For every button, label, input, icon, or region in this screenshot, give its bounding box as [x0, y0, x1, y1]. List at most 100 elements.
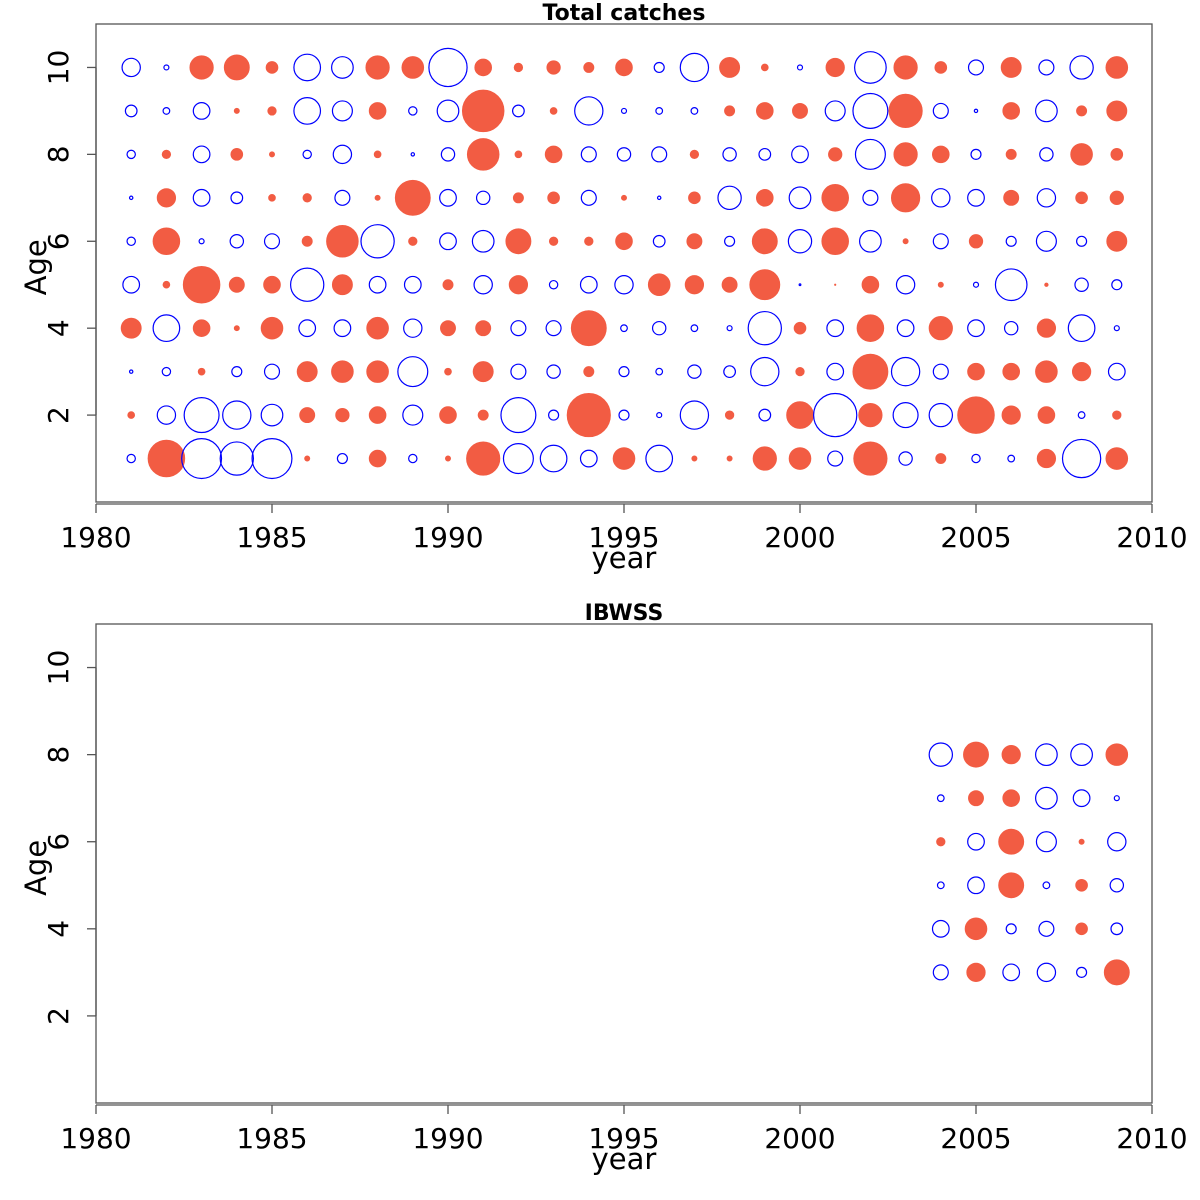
bubble-positive	[937, 281, 944, 288]
bubble-positive	[893, 55, 918, 80]
bubble-negative	[192, 145, 211, 164]
bubble-negative	[655, 367, 664, 376]
x-tick-label: 1980	[60, 521, 131, 554]
bubble-negative	[932, 964, 949, 981]
bubble-negative	[655, 106, 664, 115]
bubble-negative	[126, 236, 136, 247]
bubble-negative	[854, 51, 887, 84]
bubble-positive	[1075, 191, 1088, 205]
bubble-negative	[1003, 320, 1019, 336]
bubble-negative	[403, 318, 423, 338]
bubble-negative	[1113, 325, 1120, 332]
bubble-positive	[189, 55, 214, 80]
bubble-positive	[152, 227, 181, 256]
bubble-positive	[513, 62, 524, 73]
bubble-positive	[401, 56, 425, 79]
bubble-negative	[1005, 923, 1017, 935]
bubble-negative	[652, 234, 666, 248]
bubble-positive	[724, 410, 735, 420]
bubble-positive	[265, 61, 279, 74]
x-axis-label: year	[592, 1142, 657, 1176]
bubble-positive	[1078, 838, 1085, 845]
bubble-negative	[1110, 922, 1124, 936]
bubble-positive	[1076, 105, 1088, 117]
bubble-negative	[1111, 279, 1123, 291]
bubble-negative	[574, 96, 604, 126]
bubble-negative	[854, 138, 886, 170]
y-tick-label: 10	[42, 50, 75, 86]
bubble-positive	[856, 314, 885, 342]
bubble-positive	[1037, 406, 1056, 424]
bubble-positive	[1105, 447, 1129, 470]
bubble-positive	[466, 441, 501, 476]
bubble-positive	[466, 138, 500, 171]
bubble-positive	[792, 102, 808, 119]
bubble-negative	[614, 274, 634, 295]
bubble-positive	[756, 102, 774, 120]
bubble-positive	[689, 149, 700, 160]
x-tick-label: 2005	[940, 521, 1011, 554]
bubble-positive	[230, 148, 244, 161]
bubble-positive	[583, 61, 595, 73]
y-tick-label: 8	[42, 746, 75, 764]
bubble-positive	[928, 316, 953, 341]
bubble-negative	[510, 363, 527, 380]
bubble-negative	[1036, 188, 1057, 208]
y-axis-label: Age	[19, 840, 53, 896]
bubble-negative	[1074, 277, 1089, 292]
bubble-negative	[1109, 878, 1125, 893]
bubble-positive	[968, 234, 984, 249]
bubble-negative	[1067, 314, 1096, 343]
bubble-positive	[615, 58, 633, 77]
bubble-negative	[722, 147, 737, 162]
bubble-positive	[368, 406, 387, 424]
bubble-positive	[858, 402, 883, 428]
bubble-negative	[620, 324, 628, 333]
y-axis-label: Age	[19, 239, 53, 295]
bubble-negative	[859, 229, 882, 253]
bubble-negative	[1035, 99, 1058, 123]
bubble-negative	[1077, 411, 1086, 420]
bubble-positive	[445, 455, 451, 462]
bubble-negative	[192, 188, 211, 207]
bubble-negative	[408, 106, 418, 116]
bubble-negative	[788, 186, 812, 210]
bubble-negative	[618, 409, 630, 421]
bubble-negative	[787, 229, 813, 254]
bubble-positive	[548, 236, 559, 246]
bubble-negative	[230, 191, 244, 205]
bubble-positive	[505, 228, 532, 255]
bubble-negative	[162, 106, 171, 115]
bubble-negative	[263, 363, 281, 380]
y-tick-label: 4	[42, 920, 75, 938]
bubble-negative	[439, 188, 457, 207]
bubble-negative	[229, 234, 245, 249]
bubble-negative	[331, 100, 353, 122]
bubble-negative	[439, 232, 457, 251]
bubble-negative	[852, 92, 889, 129]
bubble-positive	[1002, 789, 1021, 807]
bubble-negative	[402, 404, 424, 426]
bubble-positive	[963, 741, 989, 768]
bubble-positive	[957, 396, 995, 434]
bubble-positive	[1103, 959, 1130, 986]
bubble-negative	[862, 189, 879, 206]
bubble-positive	[269, 151, 275, 158]
x-tick-label: 1990	[412, 1122, 483, 1155]
bubble-negative	[368, 275, 387, 294]
x-tick-label: 1990	[412, 521, 483, 554]
bubble-negative	[124, 104, 138, 118]
bubble-positive	[512, 192, 524, 204]
bubble-negative	[679, 400, 710, 430]
bubble-negative	[1007, 454, 1016, 463]
bubble-positive	[760, 63, 769, 72]
bubble-positive	[156, 188, 177, 208]
bubble-negative	[122, 275, 141, 294]
bubble-positive	[861, 275, 880, 294]
bubble-positive	[888, 93, 923, 129]
bubble-positive	[233, 107, 240, 114]
bubble-positive	[902, 238, 909, 245]
bubble-negative	[928, 742, 954, 767]
bubble-positive	[331, 360, 354, 383]
